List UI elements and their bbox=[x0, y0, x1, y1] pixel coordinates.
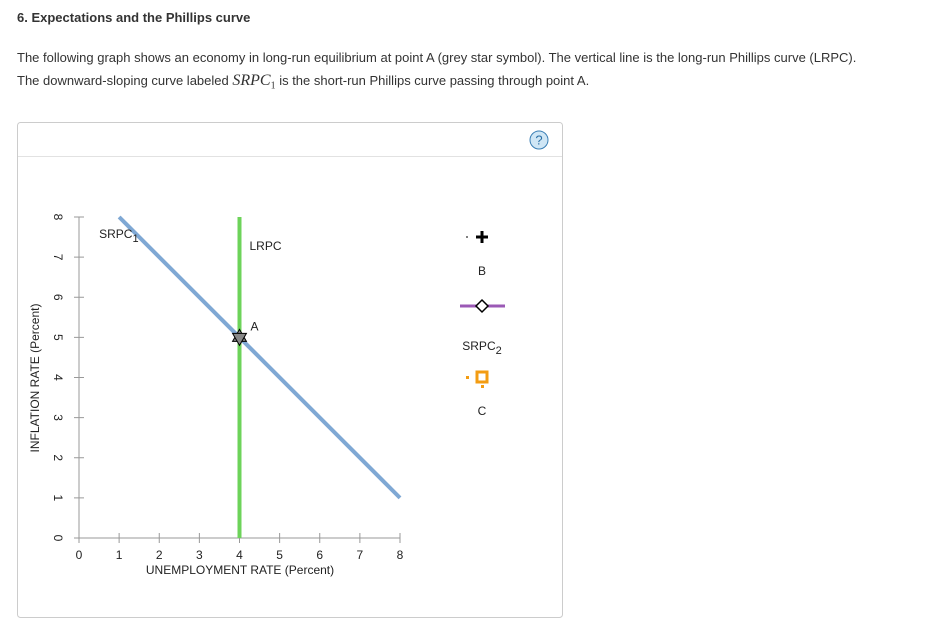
icon[interactable] bbox=[481, 385, 484, 388]
icon[interactable] bbox=[474, 298, 490, 314]
x-tick-label: 6 bbox=[316, 548, 323, 562]
title: 6. Expectations and the Phillips curve bbox=[17, 10, 251, 25]
y-tick-label: 3 bbox=[51, 414, 65, 421]
star bbox=[231, 332, 248, 347]
x-tick-label: 2 bbox=[156, 548, 163, 562]
icon[interactable] bbox=[466, 376, 469, 379]
x-tick-label: 4 bbox=[236, 548, 243, 562]
y-axis-label: INFLATION RATE (Percent) bbox=[28, 304, 42, 453]
x-axis-label: UNEMPLOYMENT RATE (Percent) bbox=[146, 563, 334, 577]
y-tick-label: 0 bbox=[51, 535, 65, 542]
x-tick-label: 0 bbox=[76, 548, 83, 562]
y-tick-label: 6 bbox=[51, 294, 65, 301]
text: The downward-sloping curve labeled SRPC1… bbox=[17, 72, 589, 92]
y-tick-label: 1 bbox=[51, 495, 65, 502]
palette-label: SRPC2 bbox=[462, 339, 501, 357]
label: SRPC bbox=[99, 227, 133, 241]
symbol: SRPC bbox=[232, 72, 271, 89]
text: The downward-sloping curve labeled bbox=[17, 73, 233, 88]
x-tick-label: 3 bbox=[196, 548, 203, 562]
star bbox=[231, 328, 248, 342]
icon[interactable] bbox=[476, 231, 488, 243]
point bbox=[231, 328, 248, 347]
point-label: A bbox=[251, 320, 259, 334]
x-tick-label: 7 bbox=[357, 548, 364, 562]
y-tick-label: 4 bbox=[51, 374, 65, 381]
y-tick-label: 8 bbox=[51, 214, 65, 221]
subscript: 1 bbox=[132, 233, 138, 245]
x-tick-label: 1 bbox=[116, 548, 123, 562]
subscript: 1 bbox=[270, 80, 276, 92]
y-tick-label: 7 bbox=[51, 254, 65, 261]
x-tick-label: 8 bbox=[397, 548, 404, 562]
curve-label: LRPC bbox=[250, 239, 282, 253]
text: is the short-run Phillips curve passing … bbox=[275, 73, 590, 88]
curve-label: SRPC1 bbox=[99, 227, 138, 245]
panel bbox=[17, 122, 563, 618]
help-label[interactable]: ? bbox=[535, 132, 542, 147]
palette-label: B bbox=[478, 264, 486, 278]
curve bbox=[117, 215, 402, 500]
icon[interactable] bbox=[475, 370, 489, 384]
y-tick-label: 2 bbox=[51, 454, 65, 461]
label: SRPC bbox=[462, 339, 496, 353]
text: The following graph shows an economy in … bbox=[17, 50, 857, 65]
palette: B SRPC2 C bbox=[460, 231, 505, 418]
subscript: 2 bbox=[496, 345, 502, 357]
help-icon[interactable] bbox=[529, 130, 549, 150]
palette-label: C bbox=[478, 404, 487, 418]
x-tick-label: 5 bbox=[276, 548, 283, 562]
y-tick-label: 5 bbox=[51, 334, 65, 341]
